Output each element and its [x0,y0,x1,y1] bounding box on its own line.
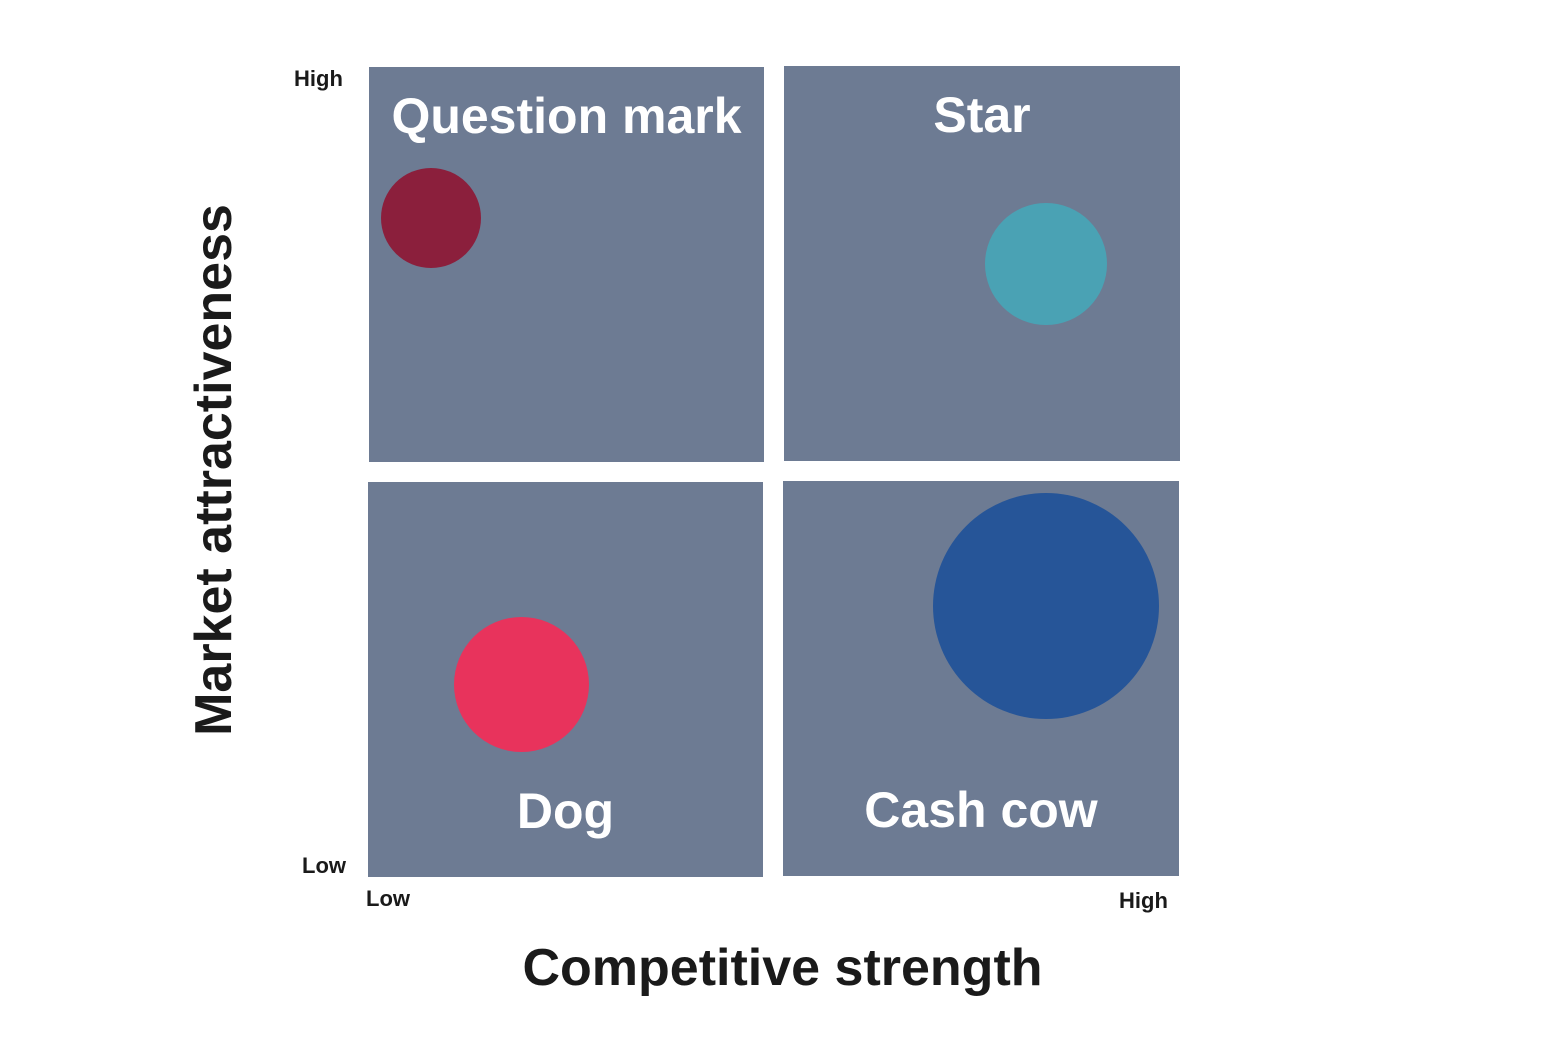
quadrant-label-star: Star [933,87,1031,143]
dog-bubble [454,617,589,752]
quadrant-star: Star [784,66,1180,461]
x-axis-title: Competitive strength [522,939,1043,997]
quadrant-label-question-mark: Question mark [391,88,742,144]
quadrant-label-cash-cow: Cash cow [864,782,1098,838]
quadrant-label-dog: Dog [516,783,615,839]
x-axis-high-label: High [1119,888,1168,913]
x-axis-low-label: Low [366,886,410,911]
quadrant-dog: Dog [368,482,763,877]
y-axis-low-label: Low [302,853,346,878]
y-axis-high-label: High [294,66,343,91]
star-bubble [985,203,1107,325]
cash-cow-bubble [933,493,1159,719]
question-mark-bubble [381,168,481,268]
y-axis-title: Market attractiveness [185,204,243,736]
